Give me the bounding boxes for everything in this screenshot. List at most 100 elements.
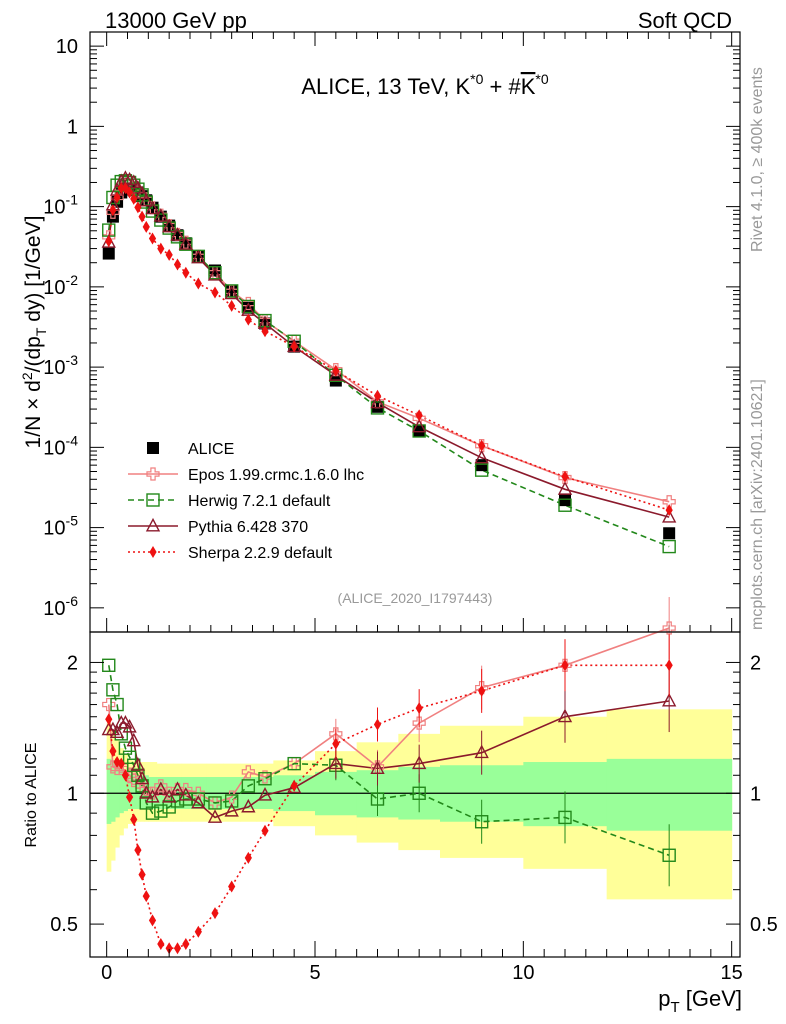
- main-point-pythia: [191, 249, 206, 264]
- ratio-point-sherpa: [134, 844, 142, 857]
- ratio-point-pythia: [191, 794, 206, 809]
- ratio-point-pythia: [134, 770, 150, 785]
- ratio-point-pythia: [412, 755, 427, 770]
- main-point-sherpa: [182, 266, 190, 279]
- main-y-tick-label: 10-4: [43, 432, 78, 459]
- ratio-point-herwig: [135, 779, 149, 793]
- main-point-sherpa: [290, 340, 298, 353]
- ratio-point-sherpa: [148, 914, 157, 927]
- legend-marker: [145, 517, 161, 532]
- ratio-point-herwig: [106, 683, 120, 697]
- ratio-y-tick-label: 2: [67, 652, 78, 674]
- main-point-alice: [663, 527, 676, 540]
- main-y-axis: 10 1 10-1 10-2 10-3 10-4 10-5 10-6: [43, 36, 740, 620]
- main-point-pythia: [153, 208, 168, 222]
- main-point-sherpa: [211, 286, 219, 299]
- main-point-herwig: [224, 284, 239, 298]
- ratio-point-pythia: [139, 785, 154, 799]
- ratio-point-epos: [662, 621, 676, 635]
- ratio-point-sherpa: [138, 868, 146, 881]
- main-y-tick-label: 10-5: [43, 513, 78, 540]
- legend-marker: [149, 546, 157, 558]
- ratio-point-herwig: [102, 658, 116, 672]
- ratio-y-axis: 0.5 0.5 1 1 2 2: [50, 652, 778, 936]
- ratio-panel: 0.5 0.5 1 1 2 2 0 5 10 15 Ratio to ALICE pT [GeV…: [23, 597, 778, 1016]
- main-point-sherpa: [134, 201, 142, 214]
- main-point-pythia: [126, 174, 141, 188]
- ratio-point-sherpa: [182, 937, 190, 950]
- main-y-tick-label: 10: [56, 36, 78, 58]
- ratio-point-pythia: [126, 732, 141, 747]
- main-point-sherpa: [105, 235, 113, 248]
- ratio-band-inner: [106, 758, 112, 824]
- main-point-sherpa: [148, 232, 157, 245]
- ratio-point-herwig: [118, 741, 133, 755]
- ratio-band-inner: [119, 768, 124, 814]
- main-point-pythia: [662, 509, 677, 523]
- ratio-point-pythia: [557, 708, 573, 723]
- ratio-line-herwig: [108, 665, 670, 857]
- main-point-sherpa: [157, 242, 165, 255]
- main-point-pythia: [170, 227, 185, 241]
- ratio-point-herwig: [208, 796, 222, 810]
- ratio-point-pythia: [130, 757, 146, 771]
- main-point-pythia: [162, 218, 177, 233]
- main-point-pythia: [139, 192, 154, 207]
- main-point-sherpa: [415, 409, 423, 422]
- main-point-epos: [329, 363, 343, 377]
- ratio-point-herwig: [154, 804, 168, 818]
- ratio-point-epos: [475, 681, 489, 695]
- main-point-sherpa: [194, 277, 202, 290]
- main-point-sherpa: [478, 439, 486, 452]
- main-series-layer: [101, 170, 677, 554]
- main-point-sherpa: [117, 182, 125, 195]
- main-point-herwig: [241, 299, 256, 314]
- ratio-point-herwig: [662, 848, 676, 862]
- main-point-sherpa: [373, 389, 382, 402]
- ratio-band-inner: [115, 765, 120, 818]
- main-point-sherpa: [261, 325, 269, 338]
- ratio-point-pythia: [474, 744, 489, 759]
- main-panel: 10 1 10-1 10-2 10-3 10-4 10-5 10-6 ALICE, 13 Te…: [19, 31, 741, 633]
- ratio-point-sherpa: [109, 745, 117, 758]
- main-point-pythia: [145, 200, 160, 215]
- ratio-y-tick-label: 1: [67, 783, 78, 805]
- ratio-point-pythia: [328, 755, 343, 770]
- main-point-pythia: [207, 267, 223, 281]
- ratio-point-sherpa: [665, 659, 673, 672]
- legend-marker: [146, 467, 160, 481]
- main-line-herwig: [108, 179, 670, 548]
- main-point-sherpa: [173, 258, 182, 271]
- main-point-herwig: [162, 221, 176, 235]
- ratio-series-layer: [101, 597, 677, 955]
- main-point-herwig: [208, 266, 222, 280]
- analysis-watermark: (ALICE_2020_I1797443): [338, 590, 493, 606]
- ratio-y-tick-label-right: 1: [750, 783, 761, 805]
- ratio-x-tick-label: 10: [512, 962, 534, 984]
- header-left: 13000 GeV pp: [105, 8, 247, 33]
- ratio-point-herwig: [412, 786, 426, 800]
- main-point-sherpa: [142, 220, 150, 233]
- ratio-point-pythia: [257, 787, 273, 801]
- legend-label: Epos 1.99.crmc.1.6.0 lhc: [188, 467, 364, 484]
- ratio-point-sherpa: [105, 713, 113, 726]
- ratio-point-herwig: [224, 794, 239, 808]
- ratio-band-inner: [131, 775, 137, 810]
- main-point-sherpa: [165, 248, 173, 261]
- ratio-point-pythia: [662, 692, 677, 707]
- main-point-pythia: [412, 418, 427, 433]
- main-point-herwig: [662, 539, 676, 554]
- ratio-point-sherpa: [157, 937, 165, 950]
- ratio-point-pythia: [224, 802, 239, 817]
- main-point-alice: [102, 247, 115, 260]
- legend: ALICE Epos 1.99.crmc.1.6.0 lhc Herwig 7.2.…: [128, 441, 364, 562]
- main-y-tick-label: 10-6: [43, 593, 78, 620]
- main-point-pythia: [224, 285, 239, 300]
- ratio-point-sherpa: [244, 851, 252, 864]
- ratio-point-pythia: [153, 781, 168, 796]
- main-x-axis: [106, 32, 733, 632]
- ratio-point-herwig: [474, 815, 489, 829]
- ratio-point-herwig: [191, 792, 206, 806]
- ratio-point-pythia: [145, 788, 160, 803]
